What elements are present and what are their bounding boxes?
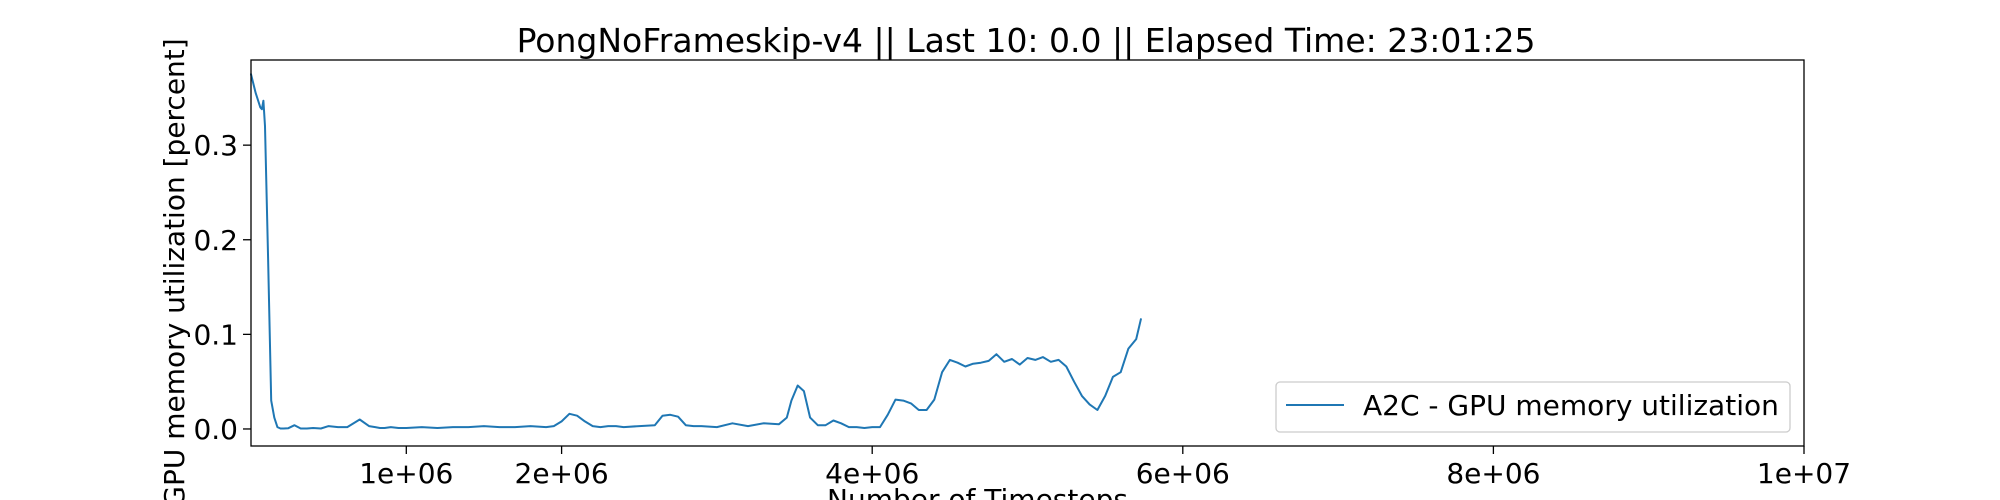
legend-label: A2C - GPU memory utilization	[1363, 389, 1779, 422]
legend: A2C - GPU memory utilization	[1275, 381, 1791, 433]
y-axis: 0.0 0.1 0.2 0.3	[193, 129, 251, 446]
chart-title: PongNoFrameskip-v4 || Last 10: 0.0 || El…	[517, 21, 1536, 60]
x-tick-label: 1e+06	[359, 457, 453, 490]
series-line	[250, 73, 1142, 430]
y-tick-label: 0.1	[193, 318, 238, 351]
y-tick-label: 0.0	[193, 413, 238, 446]
y-tick-label: 0.3	[193, 129, 238, 162]
x-tick-label: 8e+06	[1446, 457, 1540, 490]
x-tick-label: 4e+06	[825, 457, 919, 490]
plot-area-frame	[250, 59, 1805, 447]
y-axis-label: GPU memory utilization [percent]	[158, 38, 191, 500]
x-axis-label: Number of Timesteps	[827, 483, 1128, 500]
x-tick-label: 2e+06	[515, 457, 609, 490]
legend-box	[1275, 381, 1791, 433]
x-axis: 1e+06 2e+06 4e+06 6e+06 8e+06 1e+07	[359, 446, 1851, 490]
y-tick-label: 0.2	[193, 224, 238, 257]
x-tick-label: 1e+07	[1757, 457, 1851, 490]
x-tick-label: 6e+06	[1136, 457, 1230, 490]
series-group	[250, 73, 1142, 430]
